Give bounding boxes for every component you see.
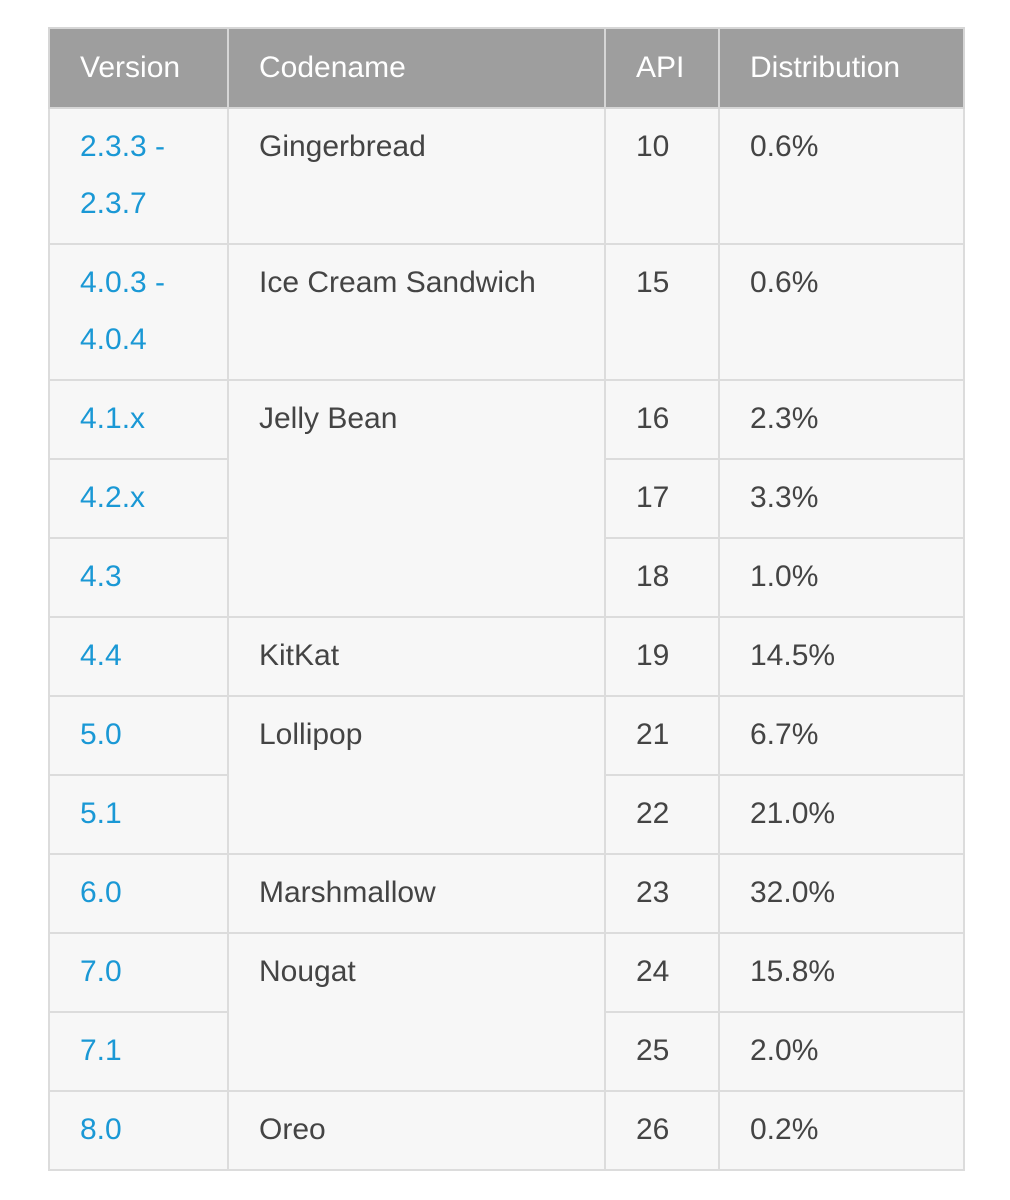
version-link[interactable]: 5.0 (48, 695, 229, 776)
distribution-cell: 2.0% (718, 1011, 965, 1092)
version-link[interactable]: 7.0 (48, 932, 229, 1013)
distribution-cell: 15.8% (718, 932, 965, 1013)
distribution-cell: 32.0% (718, 853, 965, 934)
table-row: 2.3.3 - 2.3.7 Gingerbread 10 0.6% (48, 107, 965, 245)
version-link[interactable]: 5.1 (48, 774, 229, 855)
table-row: 8.0 Oreo 26 0.2% (48, 1090, 965, 1171)
api-cell: 23 (604, 853, 720, 934)
table-row: 4.1.x Jelly Bean 16 2.3% (48, 379, 965, 618)
header-api: API (604, 27, 720, 109)
distribution-cell: 0.2% (718, 1090, 965, 1171)
distribution-cell: 1.0% (718, 537, 965, 618)
version-line[interactable]: 4.0.4 (80, 323, 147, 356)
distribution-cell: 14.5% (718, 616, 965, 697)
api-cell: 15 (604, 243, 720, 381)
distribution-cell: 3.3% (718, 458, 965, 539)
distribution-cell: 2.3% (718, 379, 965, 460)
header-codename: Codename (227, 27, 606, 109)
codename-cell: KitKat (227, 616, 606, 697)
table-row: 5.0 Lollipop 21 6.7% (48, 695, 965, 855)
api-cell: 24 (604, 932, 720, 1013)
distribution-cell: 21.0% (718, 774, 965, 855)
version-link[interactable]: 6.0 (48, 853, 229, 934)
platform-distribution-table: Version Codename API Distribution 2.3.3 … (48, 27, 965, 1171)
table-row: 4.0.3 - 4.0.4 Ice Cream Sandwich 15 0.6% (48, 243, 965, 381)
api-cell: 21 (604, 695, 720, 776)
api-cell: 19 (604, 616, 720, 697)
version-link[interactable]: 4.4 (48, 616, 229, 697)
codename-cell: Ice Cream Sandwich (227, 243, 606, 381)
version-link[interactable]: 4.0.3 - 4.0.4 (48, 243, 229, 381)
version-link[interactable]: 8.0 (48, 1090, 229, 1171)
codename-cell: Oreo (227, 1090, 606, 1171)
distribution-cell: 0.6% (718, 243, 965, 381)
table-row: 7.0 Nougat 24 15.8% (48, 932, 965, 1092)
distribution-cell: 0.6% (718, 107, 965, 245)
api-cell: 17 (604, 458, 720, 539)
version-line[interactable]: 4.0.3 - (80, 266, 166, 299)
version-link[interactable]: 7.1 (48, 1011, 229, 1092)
version-link[interactable]: 4.3 (48, 537, 229, 618)
codename-cell: Marshmallow (227, 853, 606, 934)
api-cell: 22 (604, 774, 720, 855)
header-version: Version (48, 27, 229, 109)
version-line[interactable]: 2.3.7 (80, 187, 147, 220)
version-link[interactable]: 2.3.3 - 2.3.7 (48, 107, 229, 245)
table-header-row: Version Codename API Distribution (48, 27, 965, 109)
table-row: 4.3 18 1.0% (48, 537, 965, 618)
codename-cell: Gingerbread (227, 107, 606, 245)
codename-cell: Nougat (227, 932, 606, 1092)
api-cell: 16 (604, 379, 720, 460)
version-line[interactable]: 2.3.3 - (80, 130, 166, 163)
api-cell: 18 (604, 537, 720, 618)
table-row: 4.4 KitKat 19 14.5% (48, 616, 965, 697)
version-link[interactable]: 4.1.x (48, 379, 229, 460)
table-row: 7.1 25 2.0% (48, 1011, 965, 1092)
api-cell: 10 (604, 107, 720, 245)
header-distribution: Distribution (718, 27, 965, 109)
codename-cell: Lollipop (227, 695, 606, 855)
version-link[interactable]: 4.2.x (48, 458, 229, 539)
api-cell: 25 (604, 1011, 720, 1092)
codename-cell: Jelly Bean (227, 379, 606, 618)
api-cell: 26 (604, 1090, 720, 1171)
table-row: 6.0 Marshmallow 23 32.0% (48, 853, 965, 934)
table-row: 4.2.x 17 3.3% (48, 458, 965, 539)
table-row: 5.1 22 21.0% (48, 774, 965, 855)
distribution-cell: 6.7% (718, 695, 965, 776)
